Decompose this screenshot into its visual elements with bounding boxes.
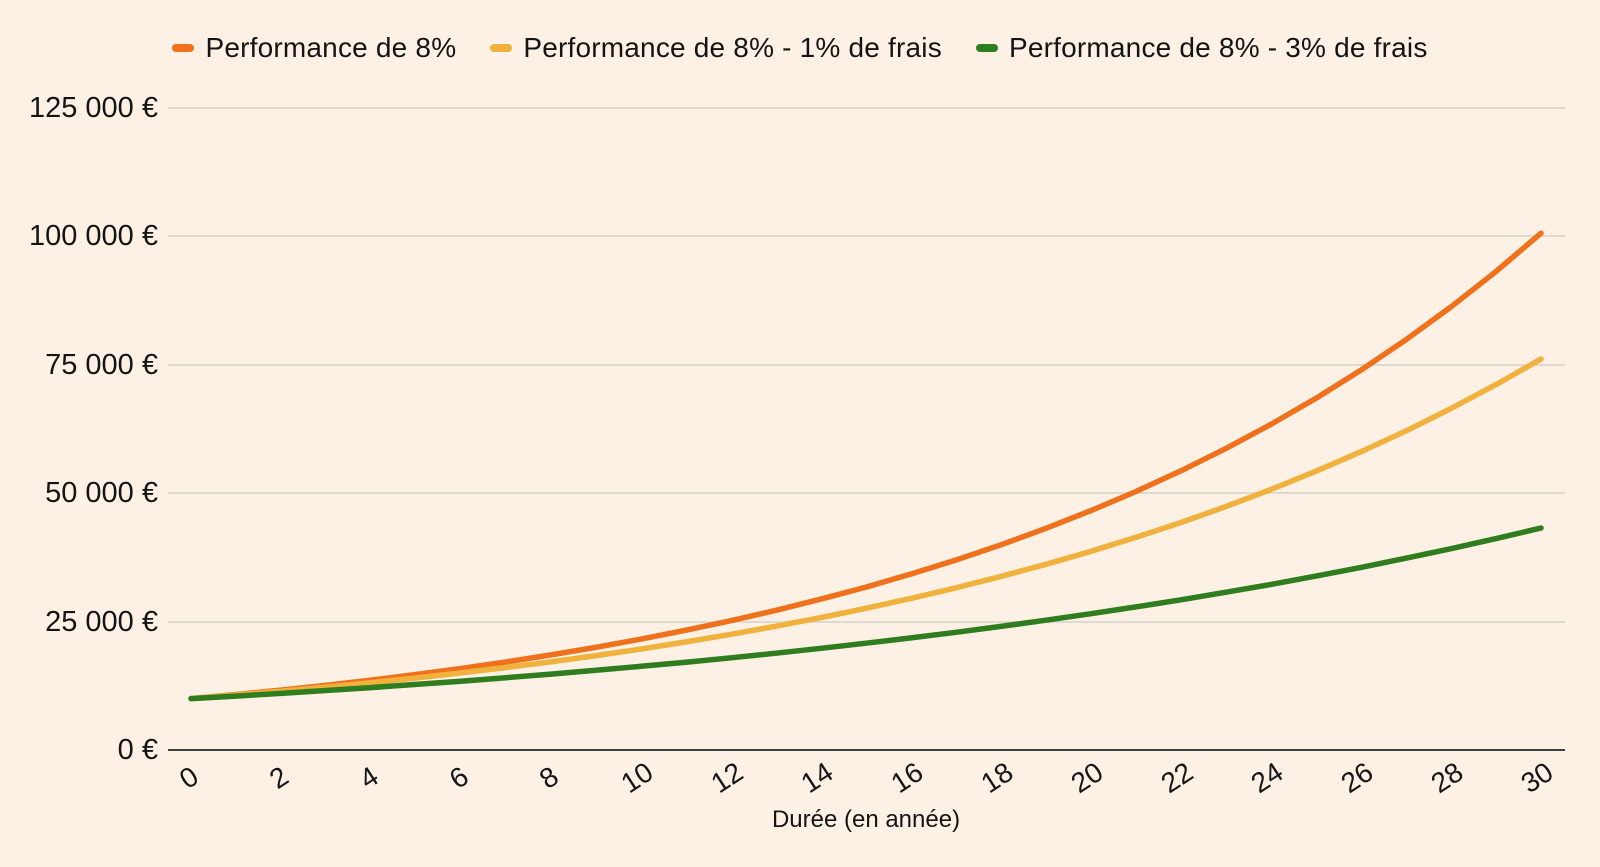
series-line-2 bbox=[188, 525, 1544, 702]
legend-dash-icon bbox=[172, 44, 195, 52]
gridline bbox=[168, 492, 1565, 495]
y-axis-label: 100 000 € bbox=[28, 220, 158, 253]
legend-item-performance-8-minus-3: Performance de 8% - 3% de frais bbox=[975, 32, 1428, 64]
x-axis-title: Durée (en année) bbox=[771, 806, 961, 833]
y-axis-label: 125 000 € bbox=[28, 92, 158, 124]
legend-item-performance-8: Performance de 8% bbox=[172, 32, 456, 64]
legend-label: Performance de 8% - 1% de frais bbox=[523, 32, 942, 63]
gridline bbox=[168, 235, 1565, 238]
y-axis-label: 75 000 € bbox=[45, 348, 158, 381]
gridline bbox=[168, 620, 1565, 623]
gridline bbox=[168, 363, 1565, 366]
y-axis-label: 50 000 € bbox=[45, 477, 158, 510]
legend-dash-icon bbox=[490, 44, 513, 52]
series-line-1 bbox=[188, 356, 1544, 702]
y-axis-label: 0 € bbox=[117, 734, 158, 766]
legend-dash-icon bbox=[975, 44, 998, 52]
legend-item-performance-8-minus-1: Performance de 8% - 1% de frais bbox=[490, 32, 942, 64]
series-line-0 bbox=[188, 230, 1544, 702]
legend-label: Performance de 8% - 3% de frais bbox=[1008, 32, 1428, 63]
chart-legend: Performance de 8% Performance de 8% - 1%… bbox=[0, 30, 1600, 66]
y-axis-label: 25 000 € bbox=[45, 605, 158, 638]
x-axis-line bbox=[168, 749, 1565, 751]
legend-label: Performance de 8% bbox=[205, 32, 457, 63]
gridline bbox=[168, 107, 1565, 109]
